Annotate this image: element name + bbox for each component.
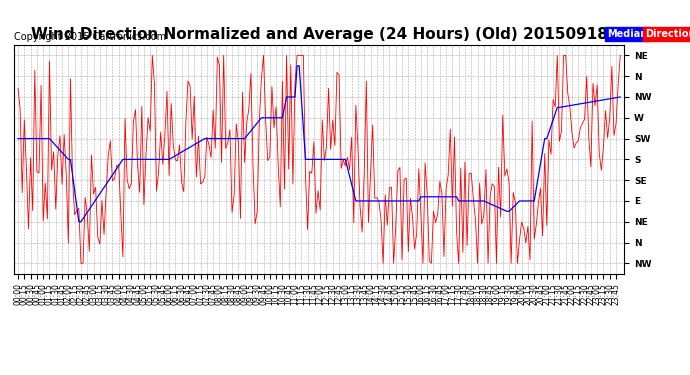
Title: Wind Direction Normalized and Average (24 Hours) (Old) 20150918: Wind Direction Normalized and Average (2… (30, 27, 608, 42)
Text: Median: Median (607, 29, 647, 39)
Text: Direction: Direction (645, 29, 690, 39)
Text: Copyright 2015 Cartronics.com: Copyright 2015 Cartronics.com (14, 32, 166, 42)
